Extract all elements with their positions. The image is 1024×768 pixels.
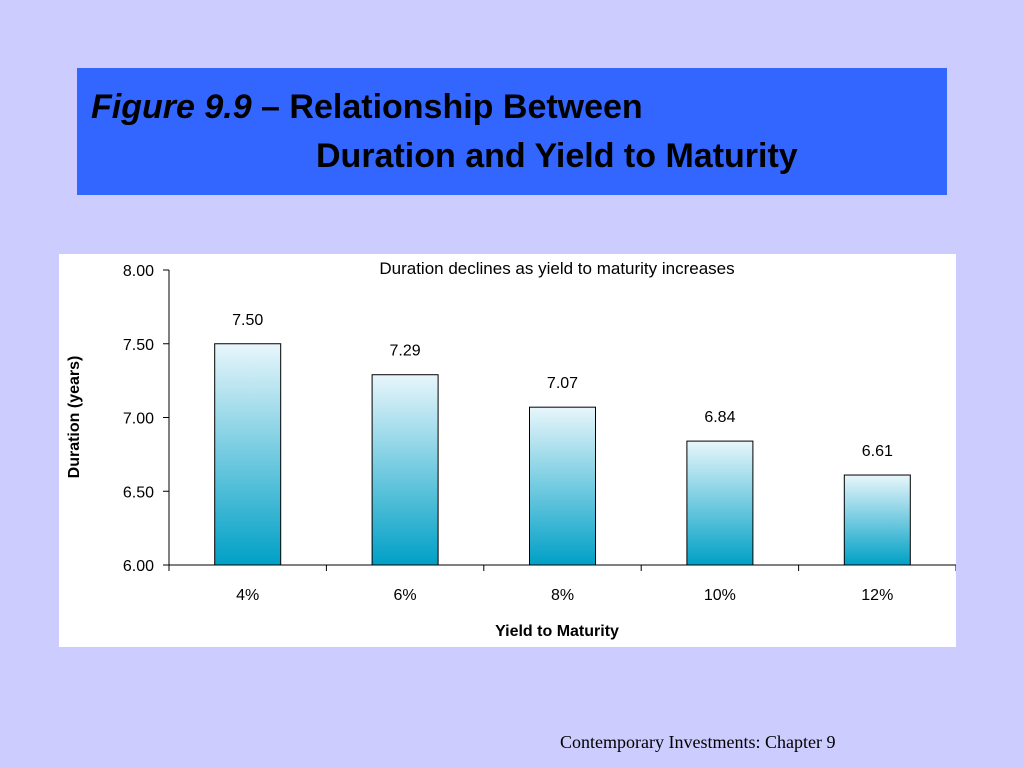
bar [686,440,754,566]
y-tick-label: 8.00 [123,263,154,280]
slide-footer: Contemporary Investments: Chapter 9 [560,732,836,752]
y-tick-label: 6.50 [123,484,154,501]
bar [371,374,439,566]
bar-value-label: 7.07 [547,375,578,392]
title-dash: – [251,88,290,126]
x-category-label: 4% [236,587,259,604]
bar-value-label: 7.29 [390,343,421,360]
x-category-label: 6% [394,587,417,604]
title-text-line1: Relationship Between [289,88,643,126]
x-axis-label: Yield to Maturity [495,623,619,640]
figure-label: Figure 9.9 [91,88,252,126]
y-tick-label: 7.50 [123,337,154,354]
bar [529,406,596,566]
chart-title: Duration declines as yield to maturity i… [379,259,734,278]
x-category-label: 12% [861,587,893,604]
slide-title-line1: Figure 9.9 – Relationship Between [91,88,643,127]
bar-value-label: 7.50 [232,312,263,329]
bar-value-label: 6.84 [704,409,735,426]
chart-panel: Duration declines as yield to maturity i… [59,254,956,647]
title-box: Figure 9.9 – Relationship Between Durati… [77,68,947,195]
y-tick-label: 6.00 [123,558,154,575]
x-category-label: 8% [551,587,574,604]
slide-title-line2: Duration and Yield to Maturity [316,137,798,175]
bar [843,474,911,566]
bar-value-label: 6.61 [862,443,893,460]
bar-chart: Duration declines as yield to maturity i… [66,259,956,640]
bar [214,343,282,566]
y-axis-label: Duration (years) [66,356,83,479]
x-category-label: 10% [704,587,736,604]
y-tick-label: 7.00 [123,411,154,428]
